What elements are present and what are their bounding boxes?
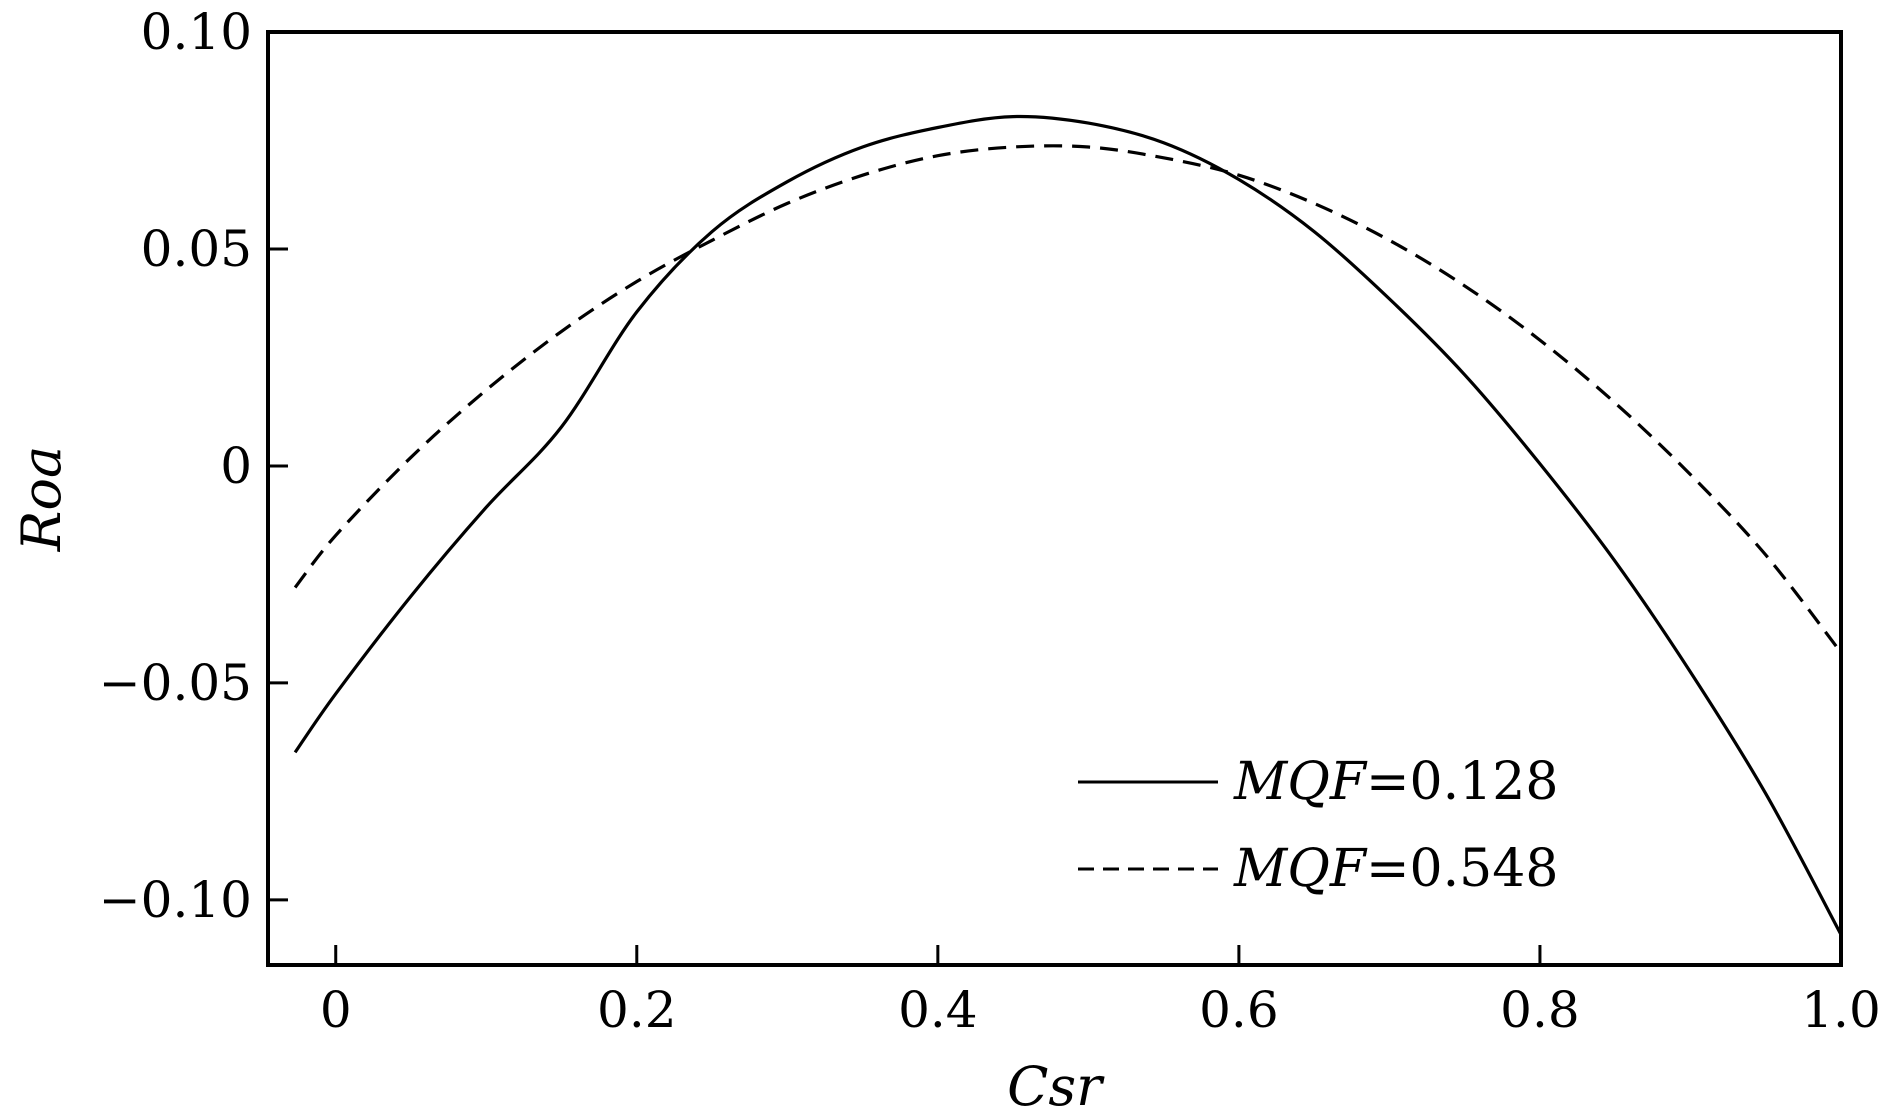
- legend-label-0: MQF=0.128: [1233, 752, 1558, 812]
- x-tick-label: 0.8: [1500, 981, 1580, 1039]
- x-tick-label: 1.0: [1801, 981, 1881, 1039]
- legend-label-1: MQF=0.548: [1233, 839, 1558, 899]
- legend-var-1: MQF: [1233, 839, 1368, 899]
- x-tick-label: 0.2: [597, 981, 677, 1039]
- y-tick-label: −0.05: [99, 654, 252, 712]
- series-group: [293, 114, 1843, 936]
- y-axis-title: Roa: [10, 446, 73, 552]
- legend-var-0: MQF: [1233, 752, 1368, 812]
- x-axis-title: Csr: [1007, 1055, 1105, 1118]
- legend-value-1: =0.548: [1366, 839, 1558, 899]
- x-tick-label: 0.6: [1199, 981, 1279, 1039]
- y-tick-label: 0.10: [141, 3, 252, 61]
- y-axis: −0.10 −0.05 0 0.05 0.10: [99, 3, 288, 929]
- y-tick-label: 0.05: [141, 220, 252, 278]
- x-tick-label: 0: [320, 981, 352, 1039]
- legend: MQF=0.128 MQF=0.548: [1078, 752, 1558, 899]
- y-tick-label: 0: [220, 437, 252, 495]
- legend-value-0: =0.128: [1366, 752, 1558, 812]
- series-line-dashed: [293, 144, 1843, 654]
- x-tick-label: 0.4: [898, 981, 978, 1039]
- plot-frame: [266, 30, 1843, 967]
- x-axis: 0 0.2 0.4 0.6 0.8 1.0: [320, 945, 1881, 1039]
- y-tick-label: −0.10: [99, 871, 252, 929]
- series-line-solid: [293, 114, 1843, 936]
